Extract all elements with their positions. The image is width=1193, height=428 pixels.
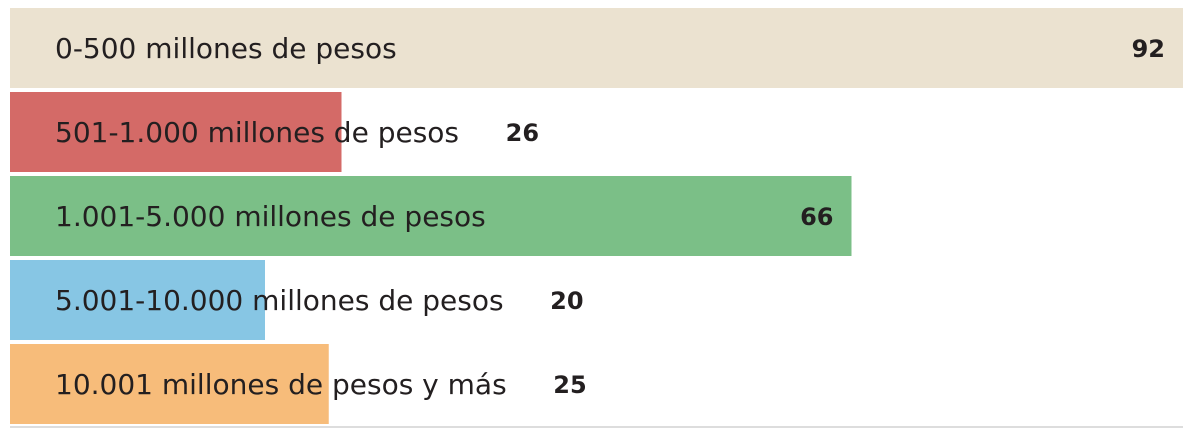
value-label: 26	[506, 119, 539, 147]
category-label: 1.001-5.000 millones de pesos	[55, 200, 486, 233]
value-label: 20	[550, 287, 583, 315]
category-label: 5.001-10.000 millones de pesos	[55, 284, 504, 317]
category-label: 10.001 millones de pesos y más	[55, 368, 507, 401]
bar	[10, 176, 852, 256]
bar	[10, 260, 265, 340]
category-label: 0-500 millones de pesos	[55, 32, 397, 65]
category-label: 501-1.000 millones de pesos	[55, 116, 459, 149]
value-label: 66	[800, 203, 833, 231]
bar	[10, 92, 342, 172]
bar	[10, 8, 1183, 88]
value-label: 25	[553, 371, 586, 399]
value-label: 92	[1132, 35, 1165, 63]
bar	[10, 344, 329, 424]
